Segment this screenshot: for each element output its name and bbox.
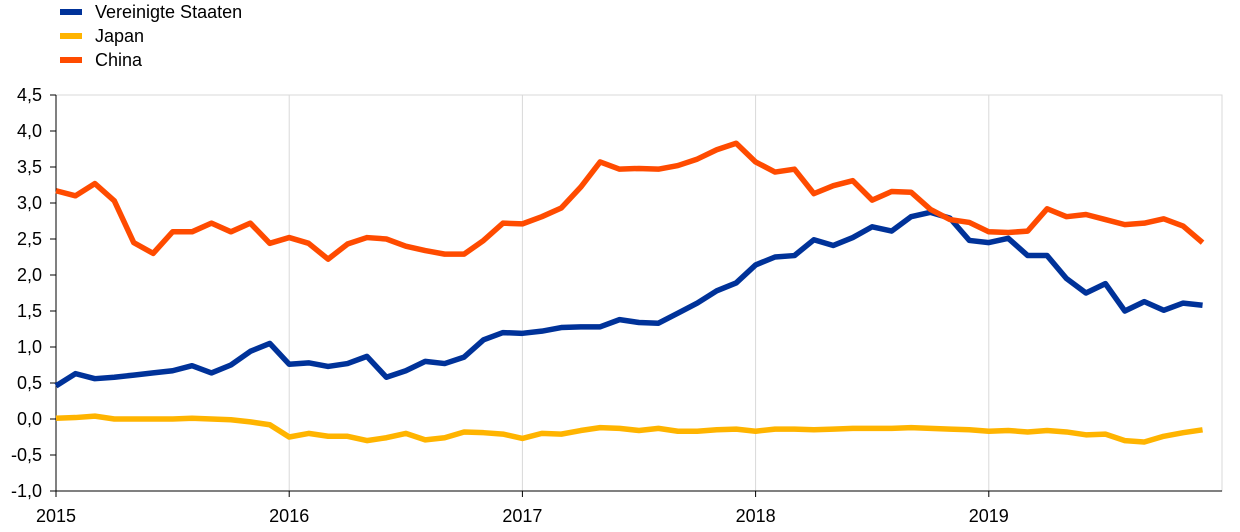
x-tick-label: 2018 [736,506,776,526]
series-line-japan [55,413,1203,445]
legend-item-china: China [60,50,143,70]
x-tick-label: 2015 [36,506,76,526]
chart-legend: Vereinigte Staaten Japan China [60,2,242,70]
x-axis: 2015 2016 2017 2018 2019 [36,490,1222,526]
y-tick-label: 2,5 [17,229,42,249]
y-tick-label: 1,0 [17,337,42,357]
series-layer [54,140,1205,445]
y-axis: -1,0 -0,5 0,0 0,5 1,0 1,5 2,0 2,5 3,0 3,5 4,0 4,5 [11,85,57,501]
legend-label: Vereinigte Staaten [95,2,242,22]
series-line-china [55,140,1205,262]
legend-item-japan: Japan [60,26,144,46]
series-line-vereinigte-staaten [54,209,1203,389]
y-tick-label: -1,0 [11,481,42,501]
y-tick-label: 3,5 [17,157,42,177]
y-tick-label: 4,0 [17,121,42,141]
y-tick-label: 3,0 [17,193,42,213]
x-tick-label: 2019 [969,506,1009,526]
y-tick-label: -0,5 [11,445,42,465]
x-tick-label: 2017 [502,506,542,526]
legend-label: Japan [95,26,144,46]
legend-item-vereinigte-staaten: Vereinigte Staaten [60,2,242,22]
y-tick-label: 2,0 [17,265,42,285]
legend-label: China [95,50,143,70]
y-tick-label: 0,5 [17,373,42,393]
y-tick-label: 1,5 [17,301,42,321]
y-tick-label: 0,0 [17,409,42,429]
y-tick-label: 4,5 [17,85,42,105]
x-tick-label: 2016 [269,506,309,526]
